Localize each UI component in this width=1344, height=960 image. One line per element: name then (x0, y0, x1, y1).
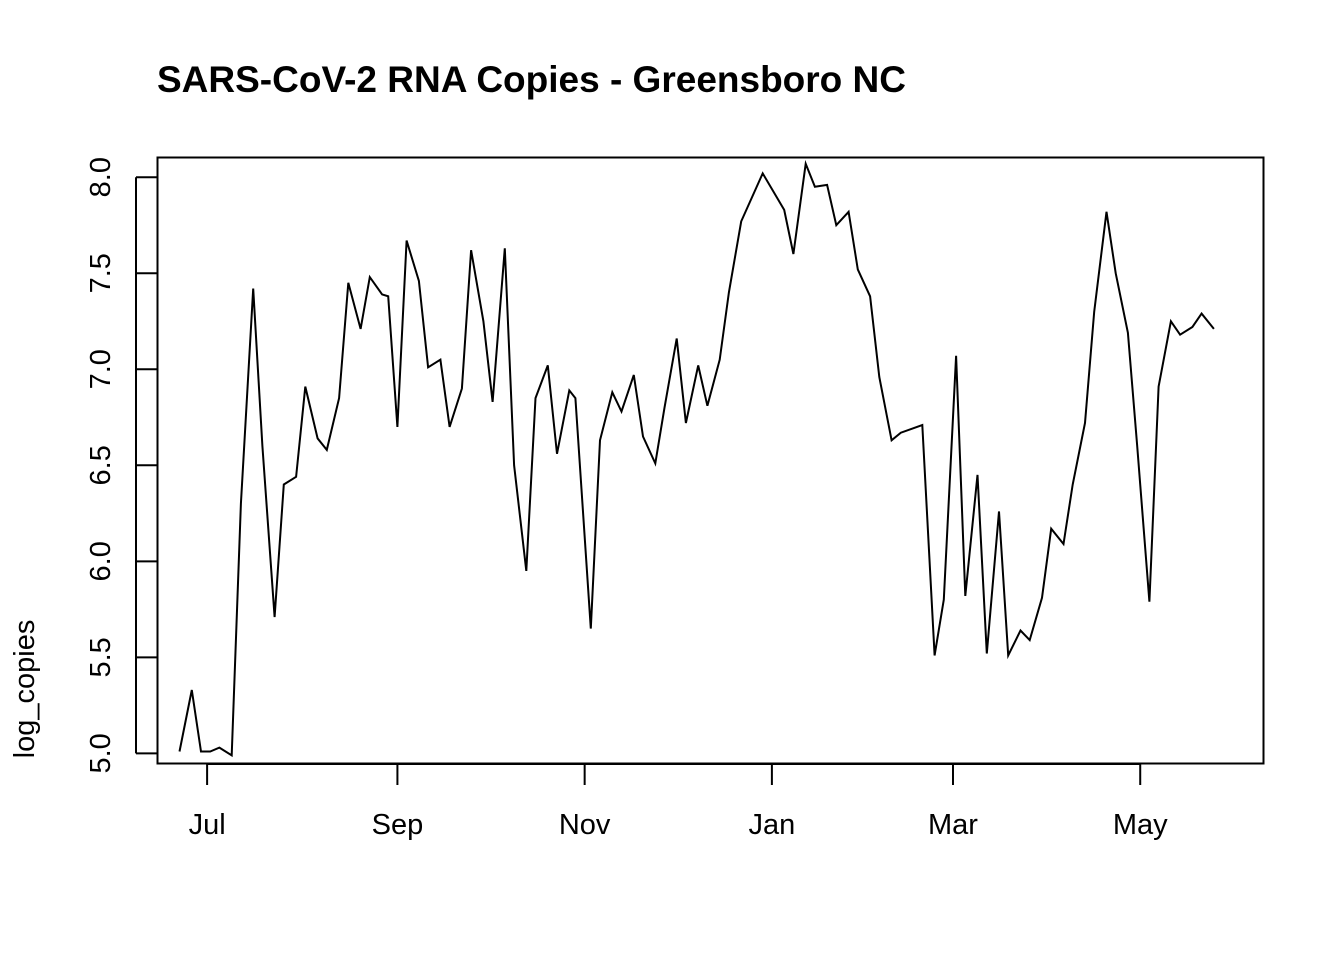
x-tick-label: Jul (189, 809, 226, 841)
x-tick-label: May (1113, 809, 1168, 841)
y-tick-label: 8.0 (85, 157, 117, 197)
x-tick-label: Jan (749, 809, 796, 841)
y-tick-label: 6.0 (85, 541, 117, 581)
y-tick-label: 5.5 (85, 637, 117, 677)
x-tick-label: Mar (928, 809, 978, 841)
y-tick-label: 7.5 (85, 253, 117, 293)
plot-area-frame (156, 156, 1265, 765)
x-axis: Jul Sep Nov Jan Mar May (189, 763, 1168, 841)
x-tick-label: Nov (559, 809, 611, 841)
y-tick-label: 5.0 (85, 733, 117, 773)
y-axis: 5.0 5.5 6.0 6.5 7.0 7.5 8.0 (85, 157, 157, 774)
series-line (178, 159, 1215, 758)
series-layer (178, 159, 1215, 758)
chart-title: SARS-CoV-2 RNA Copies - Greensboro NC (157, 59, 906, 100)
x-tick-label: Sep (372, 809, 424, 841)
y-axis-label: log_copies (9, 620, 41, 759)
y-tick-label: 6.5 (85, 445, 117, 485)
y-tick-label: 7.0 (85, 349, 117, 389)
